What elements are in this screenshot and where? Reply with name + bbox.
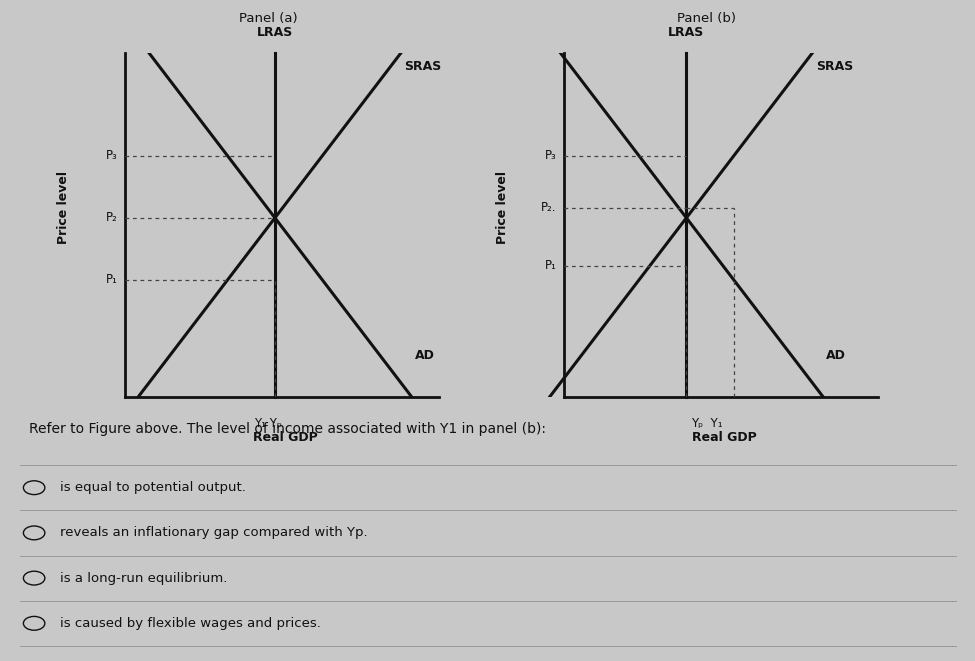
Text: is equal to potential output.: is equal to potential output. [60, 481, 247, 494]
Text: P₂.: P₂. [541, 201, 557, 214]
Text: LRAS: LRAS [668, 26, 705, 39]
Text: P₁: P₁ [545, 260, 557, 272]
Text: Y₁ Yₚ: Y₁ Yₚ [254, 417, 282, 430]
Text: Price level: Price level [495, 171, 509, 244]
Text: P₃: P₃ [545, 149, 557, 163]
Text: Yₚ  Y₁: Yₚ Y₁ [691, 417, 722, 430]
Text: SRAS: SRAS [405, 59, 442, 73]
Text: Real GDP: Real GDP [253, 431, 318, 444]
Text: Real GDP: Real GDP [691, 431, 757, 444]
Text: Panel (b): Panel (b) [678, 13, 736, 25]
Text: SRAS: SRAS [816, 59, 853, 73]
Text: Panel (a): Panel (a) [239, 13, 297, 25]
Text: is a long-run equilibrium.: is a long-run equilibrium. [60, 572, 228, 584]
Text: P₂: P₂ [106, 212, 118, 224]
Text: LRAS: LRAS [256, 26, 293, 39]
Text: AD: AD [827, 349, 846, 362]
Text: is caused by flexible wages and prices.: is caused by flexible wages and prices. [60, 617, 322, 630]
Text: Price level: Price level [57, 171, 70, 244]
Text: Refer to Figure above. The level of income associated with Y1 in panel (b):: Refer to Figure above. The level of inco… [29, 422, 546, 436]
Text: P₁: P₁ [106, 273, 118, 286]
Text: AD: AD [414, 349, 435, 362]
Text: P₃: P₃ [106, 149, 118, 163]
Text: reveals an inflationary gap compared with Yp.: reveals an inflationary gap compared wit… [60, 526, 369, 539]
